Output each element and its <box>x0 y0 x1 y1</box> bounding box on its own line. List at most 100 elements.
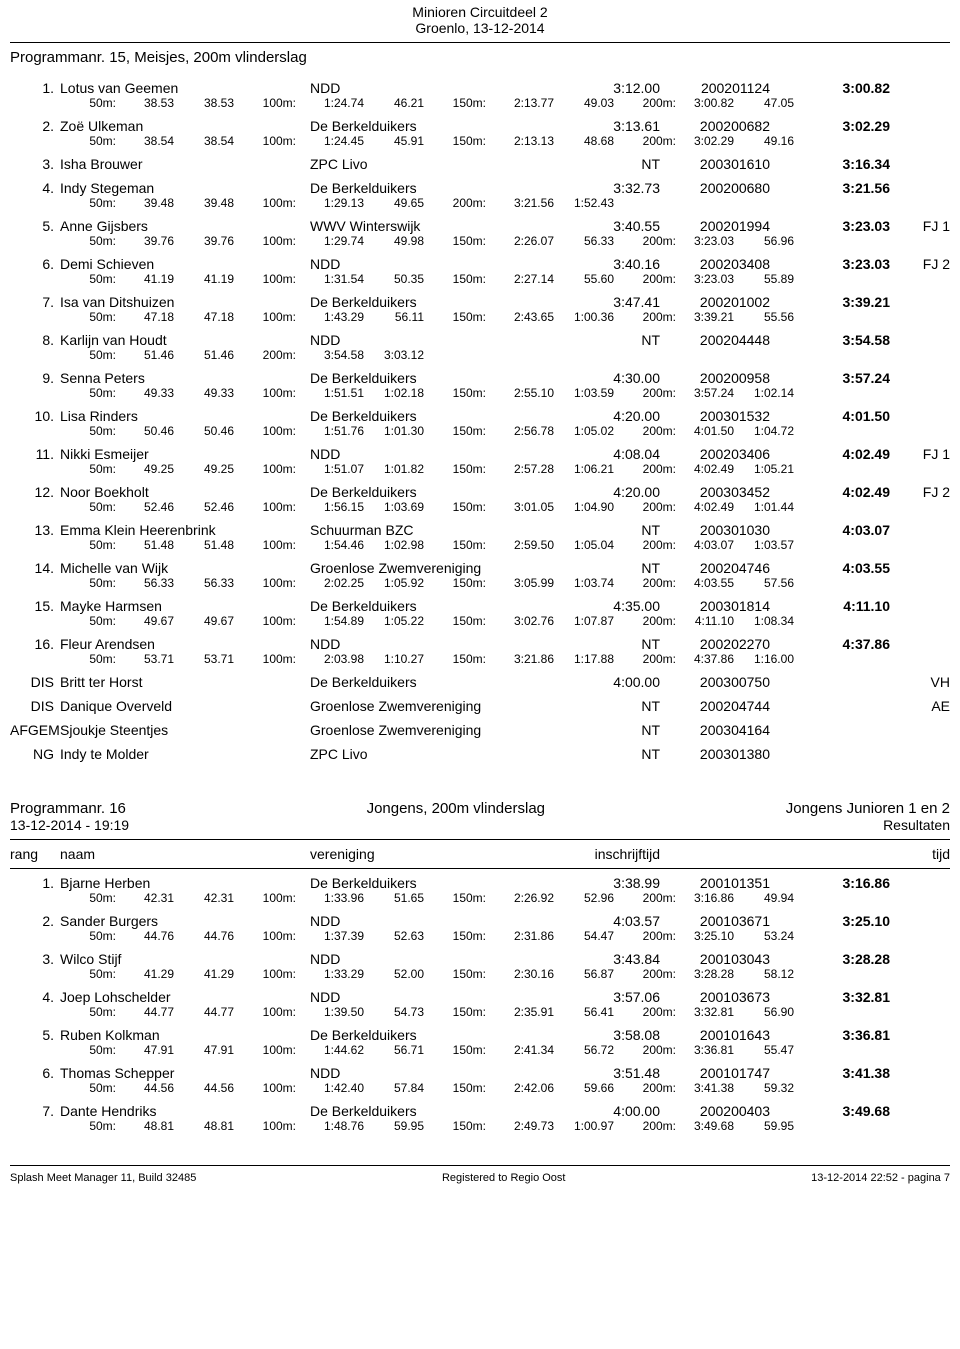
rank: 13. <box>10 522 60 538</box>
divider <box>10 839 950 840</box>
split-label: 200m: <box>620 500 680 514</box>
split-diff: 48.68 <box>560 134 620 148</box>
seed-time: 4:20.00 <box>530 408 660 424</box>
club: De Berkelduikers <box>310 370 530 386</box>
seed-time: NT <box>530 332 660 348</box>
split-diff: 54.73 <box>370 1005 430 1019</box>
split-time: 53.71 <box>120 652 180 666</box>
page: Minioren Circuitdeel 2 Groenlo, 13-12-20… <box>0 0 960 1188</box>
split-time: 1:29.74 <box>300 234 370 248</box>
split-time: 56.33 <box>120 576 180 590</box>
event2-hdr2-left: 13-12-2014 - 19:19 <box>10 817 129 833</box>
final-time: 4:03.07 <box>790 522 890 538</box>
rank: 1. <box>10 80 60 96</box>
note <box>890 522 950 538</box>
reg-no: 200301380 <box>660 746 790 762</box>
club: WWV Winterswijk <box>310 218 530 234</box>
club: De Berkelduikers <box>310 1103 530 1119</box>
split-diff: 1:05.22 <box>370 614 430 628</box>
split-time: 1:56.15 <box>300 500 370 514</box>
reg-no: 200301814 <box>660 598 790 614</box>
event2-colhdr: rang naam vereniging inschrijftijd tijd <box>10 842 950 866</box>
split-time: 3:25.10 <box>680 929 740 943</box>
reg-no: 200103673 <box>660 989 790 1005</box>
note <box>890 118 950 134</box>
split-diff: 50.46 <box>180 424 240 438</box>
swimmer-name: Sjoukje Steentjes <box>60 722 310 738</box>
split-diff: 1:16.00 <box>740 652 800 666</box>
final-time: 4:37.86 <box>790 636 890 652</box>
final-time: 3:28.28 <box>790 951 890 967</box>
swimmer-name: Fleur Arendsen <box>60 636 310 652</box>
split-time: 41.29 <box>120 967 180 981</box>
split-diff: 44.76 <box>180 929 240 943</box>
final-time: 3:16.86 <box>790 875 890 891</box>
split-diff: 1:05.92 <box>370 576 430 590</box>
swimmer-name: Indy te Molder <box>60 746 310 762</box>
club: De Berkelduikers <box>310 598 530 614</box>
seed-time: 3:12.00 <box>530 80 660 96</box>
split-diff: 38.53 <box>180 96 240 110</box>
split-label: 200m: <box>240 348 300 362</box>
result-entry: 12.Noor BoekholtDe Berkelduikers4:20.002… <box>10 484 950 514</box>
divider <box>10 1165 950 1166</box>
result-entry: 16.Fleur ArendsenNDDNT2002022704:37.8650… <box>10 636 950 666</box>
split-label: 100m: <box>240 538 300 552</box>
col-seed: inschrijftijd <box>530 846 660 862</box>
split-diff: 1:00.97 <box>560 1119 620 1133</box>
club: NDD <box>310 80 530 96</box>
result-entry: DISDanique OverveldGroenlose Zwemverenig… <box>10 698 950 714</box>
reg-no: 200103671 <box>660 913 790 929</box>
split-time: 2:30.16 <box>490 967 560 981</box>
split-time: 44.77 <box>120 1005 180 1019</box>
split-label: 50m: <box>60 272 120 286</box>
split-diff: 53.24 <box>740 929 800 943</box>
split-label: 150m: <box>430 96 490 110</box>
reg-no: 200202270 <box>660 636 790 652</box>
split-label: 200m: <box>430 196 490 210</box>
rank: 4. <box>10 989 60 1005</box>
split-diff: 56.71 <box>370 1043 430 1057</box>
footer-right: 13-12-2014 22:52 - pagina 7 <box>811 1172 950 1184</box>
split-diff: 49.65 <box>370 196 430 210</box>
split-label: 200m: <box>620 134 680 148</box>
splits-row: 50m:49.3349.33100m:1:51.511:02.18150m:2:… <box>10 386 950 400</box>
seed-time: 4:20.00 <box>530 484 660 500</box>
footer-left: Splash Meet Manager 11, Build 32485 <box>10 1172 196 1184</box>
final-time: 3:02.29 <box>790 118 890 134</box>
split-label: 50m: <box>60 891 120 905</box>
split-diff: 1:00.36 <box>560 310 620 324</box>
split-label <box>430 348 490 362</box>
split-diff: 59.95 <box>370 1119 430 1133</box>
final-time: 3:00.82 <box>790 80 890 96</box>
split-time: 3:49.68 <box>680 1119 740 1133</box>
split-diff: 52.96 <box>560 891 620 905</box>
event1-entries: 1.Lotus van GeemenNDD3:12.002002011243:0… <box>10 76 950 762</box>
split-label: 100m: <box>240 614 300 628</box>
final-time: 3:49.68 <box>790 1103 890 1119</box>
split-time: 3:01.05 <box>490 500 560 514</box>
split-label: 100m: <box>240 310 300 324</box>
splits-row: 50m:51.4651.46200m:3:54.583:03.12 <box>10 348 950 362</box>
split-time: 51.46 <box>120 348 180 362</box>
rank: 7. <box>10 294 60 310</box>
split-label: 150m: <box>430 272 490 286</box>
split-time: 2:43.65 <box>490 310 560 324</box>
result-entry: 13.Emma Klein HeerenbrinkSchuurman BZCNT… <box>10 522 950 552</box>
result-entry: 4.Joep LohschelderNDD3:57.062001036733:3… <box>10 989 950 1019</box>
split-diff: 1:04.72 <box>740 424 800 438</box>
split-label: 50m: <box>60 1005 120 1019</box>
note <box>890 1027 950 1043</box>
split-time: 3:41.38 <box>680 1081 740 1095</box>
split-label: 100m: <box>240 576 300 590</box>
swimmer-name: Danique Overveld <box>60 698 310 714</box>
split-diff: 44.56 <box>180 1081 240 1095</box>
seed-time: 3:40.16 <box>530 256 660 272</box>
reg-no: 200304164 <box>660 722 790 738</box>
reg-no: 200200680 <box>660 180 790 196</box>
note: AE <box>890 698 950 714</box>
event2-hdr-left: Programmanr. 16 <box>10 800 126 817</box>
club: NDD <box>310 256 530 272</box>
splits-row: 50m:39.7639.76100m:1:29.7449.98150m:2:26… <box>10 234 950 248</box>
swimmer-name: Lotus van Geemen <box>60 80 310 96</box>
